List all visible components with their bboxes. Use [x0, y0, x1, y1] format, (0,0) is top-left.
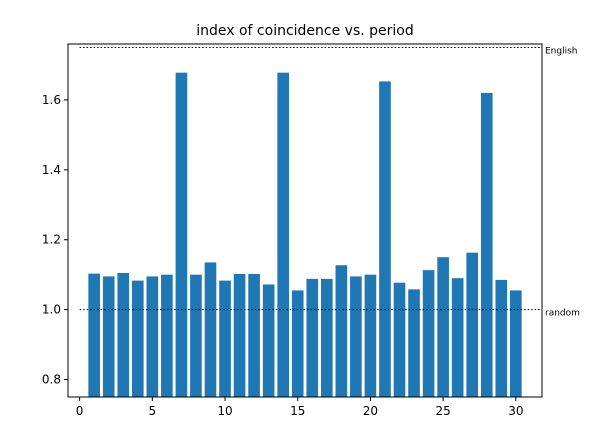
x-tick-label: 30	[508, 404, 523, 418]
reference-lines-group: English random	[79, 46, 580, 319]
bar	[146, 276, 159, 397]
plot-frame	[67, 43, 543, 398]
bar	[204, 262, 217, 397]
bar	[161, 274, 173, 397]
bars-group	[88, 72, 522, 398]
x-axis: 0 5 10 15 20 25 30	[76, 397, 523, 418]
bar	[437, 257, 449, 397]
bar	[510, 290, 522, 397]
bar	[262, 284, 275, 397]
bar	[408, 289, 420, 397]
bar	[88, 273, 100, 397]
bar	[233, 273, 246, 397]
bar	[495, 279, 508, 397]
bar	[320, 278, 333, 397]
bar	[393, 282, 406, 397]
chart-title: index of coincidence vs. period	[196, 23, 414, 39]
x-tick-label: 20	[363, 404, 378, 418]
bar	[379, 81, 391, 398]
y-tick-label: 1.6	[42, 93, 61, 107]
x-tick-label: 5	[149, 404, 157, 418]
x-tick-label: 10	[217, 404, 232, 418]
bar	[102, 276, 115, 397]
bar	[451, 278, 464, 397]
bar	[175, 72, 188, 397]
bar	[131, 280, 144, 397]
bar	[466, 252, 479, 397]
y-tick-label: 1.0	[42, 303, 61, 317]
reference-line-label: English	[545, 46, 578, 56]
bar	[364, 274, 377, 397]
x-tick-label: 25	[435, 404, 450, 418]
bar	[277, 72, 289, 397]
y-tick-label: 1.2	[42, 233, 61, 247]
bar	[480, 92, 493, 398]
bar	[117, 272, 130, 397]
bar	[335, 265, 348, 397]
reference-line-label: random	[545, 309, 580, 319]
bar	[306, 278, 319, 397]
bar	[190, 274, 202, 397]
bar	[350, 276, 362, 397]
x-tick-label: 15	[290, 404, 305, 418]
bar	[291, 290, 304, 397]
bar	[219, 280, 231, 397]
x-tick-label: 0	[76, 404, 84, 418]
y-tick-label: 0.8	[42, 373, 61, 387]
bar	[248, 273, 260, 397]
bar	[422, 270, 435, 397]
y-tick-label: 1.4	[42, 163, 61, 177]
y-axis: 0.8 1.0 1.2 1.4 1.6	[42, 93, 68, 387]
